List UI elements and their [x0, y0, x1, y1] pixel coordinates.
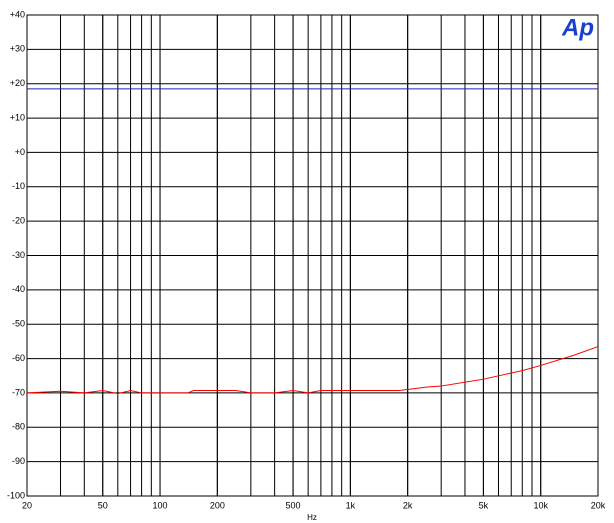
x-tick-label: 1k: [346, 500, 356, 510]
y-tick-label: -40: [12, 284, 25, 294]
y-tick-label: +30: [10, 44, 25, 54]
y-tick-label: -60: [12, 353, 25, 363]
x-tick-label: 200: [210, 500, 225, 510]
y-tick-label: -20: [12, 216, 25, 226]
logo: Ap: [561, 14, 594, 41]
x-tick-label: 100: [153, 500, 168, 510]
series-line: [26, 346, 599, 395]
x-tick-label: 10k: [533, 500, 548, 510]
y-tick-label: +40: [10, 9, 25, 19]
y-tick-label: -50: [12, 319, 25, 329]
y-tick-label: +0: [15, 147, 25, 157]
x-tick-label: 50: [98, 500, 108, 510]
x-tick-label: 20: [22, 500, 32, 510]
y-tick-label: -100: [7, 490, 25, 500]
x-tick-label: 20k: [591, 500, 606, 510]
x-tick-label: 500: [286, 500, 301, 510]
plot-frame: [26, 14, 599, 497]
y-tick-label: -10: [12, 181, 25, 191]
x-tick-label: 2k: [403, 500, 413, 510]
x-tick-label: 5k: [479, 500, 489, 510]
x-axis-label: Hz: [307, 513, 317, 522]
y-tick-label: +20: [10, 78, 25, 88]
y-tick-label: -80: [12, 422, 25, 432]
y-tick-label: -30: [12, 250, 25, 260]
y-tick-label: +10: [10, 112, 25, 122]
y-tick-label: -70: [12, 387, 25, 397]
y-tick-label: -90: [12, 456, 25, 466]
